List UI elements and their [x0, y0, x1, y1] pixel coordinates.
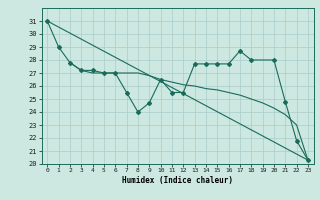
X-axis label: Humidex (Indice chaleur): Humidex (Indice chaleur)	[122, 176, 233, 185]
